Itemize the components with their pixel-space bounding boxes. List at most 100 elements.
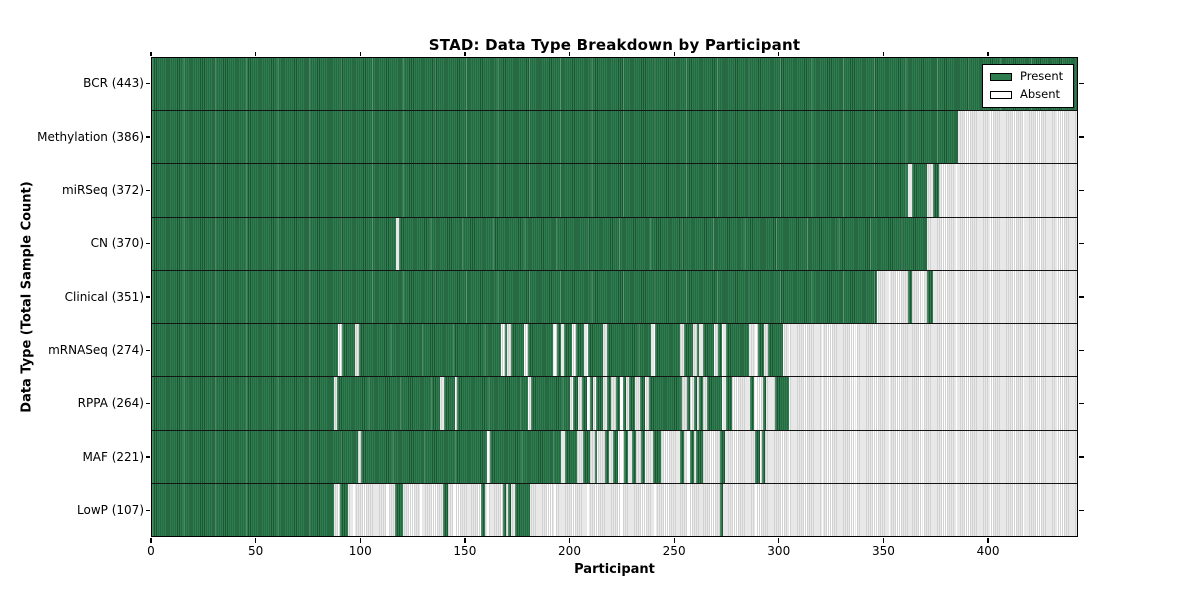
present-segment: [564, 324, 572, 377]
present-segment: [693, 377, 697, 430]
x-tick-label: 100: [348, 544, 372, 558]
present-segment: [152, 324, 338, 377]
present-segment: [629, 377, 636, 430]
x-tick-label: 0: [147, 544, 155, 558]
present-segment: [152, 483, 334, 536]
present-segment: [615, 377, 620, 430]
present-segment: [607, 377, 612, 430]
legend-entry-absent: Absent: [990, 89, 1069, 101]
present-segment: [648, 377, 683, 430]
row-label: mRNASeq (274): [48, 342, 144, 357]
y-tick-left: [145, 456, 150, 458]
datatype-row-maf: [152, 429, 1077, 483]
present-segment: [750, 377, 755, 430]
present-segment: [767, 324, 783, 377]
present-segment: [444, 377, 455, 430]
present-segment: [152, 430, 358, 483]
present-segment: [755, 430, 760, 483]
present-segment: [152, 164, 908, 217]
x-tick-top: [464, 51, 466, 56]
present-segment: [775, 377, 789, 430]
y-tick-left: [145, 296, 150, 298]
present-segment: [480, 483, 486, 536]
y-tick-left: [145, 509, 150, 512]
y-tick-right: [1079, 296, 1084, 298]
present-segment: [557, 324, 562, 377]
present-segment: [565, 430, 577, 483]
datatype-row-rppa: [152, 376, 1077, 430]
present-segment: [395, 483, 403, 536]
present-segment: [932, 164, 940, 217]
y-tick-right: [1079, 189, 1084, 192]
present-segment: [527, 324, 553, 377]
legend: Present Absent: [982, 64, 1074, 108]
x-tick-bottom: [150, 538, 152, 543]
present-segment: [605, 430, 610, 483]
present-segment: [696, 324, 700, 377]
x-tick-bottom: [568, 538, 571, 543]
present-segment: [623, 430, 629, 483]
x-tick-top: [568, 51, 571, 56]
present-segment: [572, 377, 578, 430]
absent-swatch: [990, 91, 1012, 99]
present-segment: [399, 217, 927, 270]
present-segment: [761, 430, 765, 483]
row-label: BCR (443): [83, 76, 144, 91]
present-segment: [717, 324, 723, 377]
present-segment: [726, 324, 750, 377]
present-segment: [594, 430, 597, 483]
legend-entry-present: Present: [990, 71, 1069, 83]
plot-area: Present Absent: [151, 57, 1078, 537]
row-label: Clinical (351): [64, 289, 144, 304]
x-tick-top: [778, 51, 780, 56]
present-segment: [607, 324, 652, 377]
present-segment: [595, 377, 603, 430]
y-tick-right: [1079, 403, 1084, 405]
present-segment: [530, 377, 570, 430]
x-axis-label: Participant: [574, 562, 655, 577]
present-segment: [622, 377, 626, 430]
y-tick-left: [145, 243, 150, 245]
present-segment: [342, 324, 355, 377]
y-tick-left: [145, 83, 150, 85]
present-segment: [703, 324, 714, 377]
y-tick-left: [145, 349, 150, 352]
present-segment: [504, 324, 507, 377]
x-tick-label: 350: [871, 544, 895, 558]
present-segment: [926, 270, 933, 324]
datatype-row-clinical: [152, 269, 1077, 324]
x-tick-top: [987, 51, 989, 56]
present-segment: [912, 164, 927, 217]
present-segment: [757, 324, 764, 377]
present-segment: [490, 430, 562, 483]
row-label: CN (370): [90, 236, 144, 251]
present-segment: [695, 430, 704, 483]
x-tick-top: [255, 51, 257, 56]
present-segment: [719, 483, 724, 536]
present-segment: [152, 270, 877, 324]
y-tick-left: [145, 136, 150, 138]
present-segment: [707, 377, 723, 430]
x-tick-top: [359, 51, 361, 56]
y-tick-right: [1079, 83, 1084, 85]
present-segment: [653, 430, 662, 483]
datatype-row-lowp: [152, 482, 1077, 536]
present-segment: [152, 58, 1077, 111]
present-segment: [907, 270, 913, 324]
chart-title: STAD: Data Type Breakdown by Participant: [428, 36, 801, 54]
x-tick-label: 150: [453, 544, 477, 558]
datatype-row-mrnaseq: [152, 323, 1077, 377]
present-segment: [640, 430, 645, 483]
present-segment: [590, 377, 593, 430]
x-tick-label: 200: [558, 544, 581, 558]
x-tick-bottom: [987, 538, 989, 543]
x-tick-bottom: [673, 538, 675, 543]
datatype-row-bcr: [152, 58, 1077, 111]
present-segment: [684, 324, 693, 377]
y-tick-right: [1079, 456, 1084, 458]
present-segment: [726, 377, 733, 430]
present-segment: [680, 430, 685, 483]
present-segment: [655, 324, 681, 377]
rows-container: [152, 58, 1077, 536]
